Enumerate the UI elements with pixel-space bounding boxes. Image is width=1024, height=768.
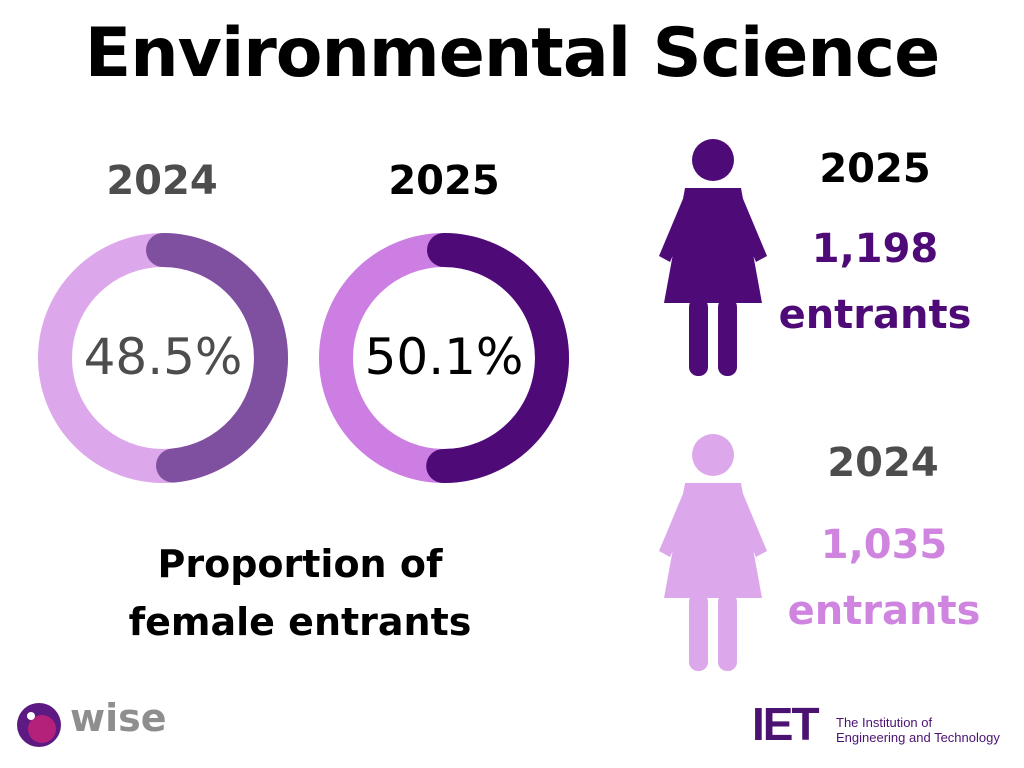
donut-chart-2025 bbox=[319, 233, 569, 483]
wise-logo-icon bbox=[17, 703, 61, 747]
caption-line-2: female entrants bbox=[128, 600, 472, 644]
female-figure-icon-2024 bbox=[659, 434, 767, 671]
donut-arc-2024 bbox=[38, 233, 288, 483]
entrants-unit-2025: entrants bbox=[778, 292, 972, 338]
figure-shape bbox=[659, 434, 767, 671]
donut-chart-2024 bbox=[38, 233, 288, 483]
donut-arc-2025 bbox=[319, 233, 569, 483]
iet-logo-text: The Institution of Engineering and Techn… bbox=[836, 715, 1000, 745]
entrants-year-2025: 2025 bbox=[819, 146, 931, 192]
donut-year-2025: 2025 bbox=[388, 158, 500, 204]
iet-line-2: Engineering and Technology bbox=[836, 730, 1000, 745]
wise-logo-text: wise bbox=[70, 696, 167, 740]
iet-logo-icon: IET bbox=[752, 702, 821, 744]
entrants-count-2024: 1,035 bbox=[820, 522, 948, 568]
iet-line-1: The Institution of bbox=[836, 715, 933, 730]
iet-logo-mark: IET bbox=[752, 702, 819, 744]
female-figure-icon-2025 bbox=[659, 139, 767, 376]
donut-year-2024: 2024 bbox=[106, 158, 218, 204]
donut-value-2024: 48.5% bbox=[83, 328, 243, 386]
figure-shape bbox=[659, 139, 767, 376]
donut-value-2025: 50.1% bbox=[364, 328, 524, 386]
caption-line-1: Proportion of bbox=[157, 542, 443, 586]
page-title: Environmental Science bbox=[84, 14, 940, 93]
entrants-count-2025: 1,198 bbox=[811, 226, 939, 272]
entrants-year-2024: 2024 bbox=[827, 440, 939, 486]
chart-caption: Proportion of female entrants bbox=[90, 535, 510, 651]
entrants-unit-2024: entrants bbox=[787, 588, 981, 634]
